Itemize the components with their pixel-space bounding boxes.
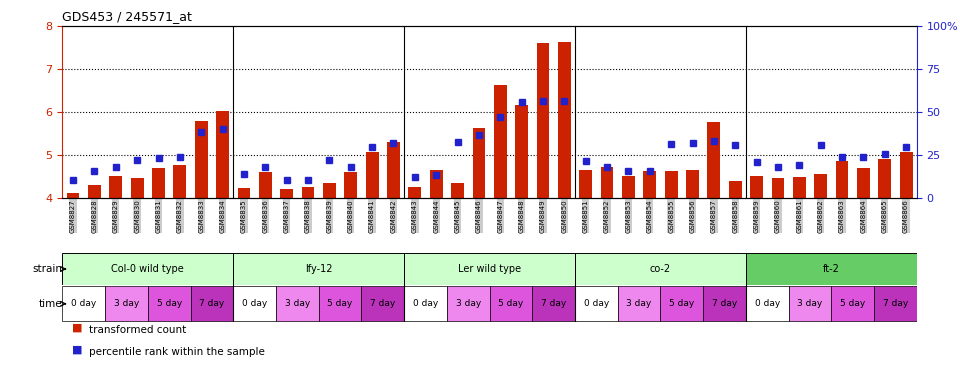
Text: 0 day: 0 day [242,299,267,308]
Bar [472,128,486,198]
Bar [835,161,849,198]
Text: time: time [38,299,62,309]
Bar [686,170,699,198]
Bar [516,105,528,198]
Bar [746,253,917,285]
Bar [558,42,571,198]
Bar [622,176,635,198]
Bar [319,286,362,321]
Bar [404,253,575,285]
Text: percentile rank within the sample: percentile rank within the sample [89,347,265,357]
Bar [174,165,186,198]
Text: Ler wild type: Ler wild type [458,264,521,274]
Bar [366,153,378,198]
Text: 5 day: 5 day [840,299,865,308]
Bar [793,177,805,198]
Text: 0 day: 0 day [584,299,609,308]
Bar [404,286,446,321]
Bar [575,286,618,321]
Bar [900,153,913,198]
Bar [148,286,190,321]
Bar [362,286,404,321]
Bar [643,171,657,198]
Text: 5 day: 5 day [156,299,181,308]
Bar [430,170,443,198]
Bar [451,183,464,198]
Bar [660,286,703,321]
Bar [579,170,592,198]
Text: Col-0 wild type: Col-0 wild type [111,264,184,274]
Bar [493,85,507,198]
Bar [664,171,678,198]
Text: transformed count: transformed count [89,325,186,335]
Bar [62,286,106,321]
Bar [408,187,421,198]
Bar [233,253,404,285]
Bar [575,253,746,285]
Text: co-2: co-2 [650,264,671,274]
Bar [216,111,229,198]
Bar [131,178,144,198]
Bar [772,178,784,198]
Bar [703,286,746,321]
Bar [878,159,891,198]
Text: ■: ■ [72,323,83,333]
Text: 0 day: 0 day [413,299,438,308]
Bar [62,253,233,285]
Bar [729,181,742,198]
Bar [857,168,870,198]
Bar [746,286,789,321]
Text: lfy-12: lfy-12 [305,264,332,274]
Text: GDS453 / 245571_at: GDS453 / 245571_at [62,10,192,23]
Bar [66,193,80,198]
Bar [323,183,336,198]
Text: 3 day: 3 day [798,299,823,308]
Bar [280,189,293,198]
Bar [750,176,763,198]
Text: 5 day: 5 day [498,299,523,308]
Bar [109,176,122,198]
Bar [814,174,828,198]
Text: 7 day: 7 day [200,299,225,308]
Bar [831,286,874,321]
Bar [387,142,400,198]
Text: 0 day: 0 day [71,299,96,308]
Text: ■: ■ [72,345,83,355]
Bar [874,286,917,321]
Bar [537,43,549,198]
Text: ft-2: ft-2 [823,264,840,274]
Text: 5 day: 5 day [327,299,352,308]
Bar [532,286,575,321]
Bar [618,286,660,321]
Bar [106,286,148,321]
Bar [190,286,233,321]
Bar [233,286,276,321]
Bar [237,188,251,198]
Bar [345,172,357,198]
Text: 5 day: 5 day [669,299,694,308]
Text: 3 day: 3 day [627,299,652,308]
Text: 3 day: 3 day [114,299,139,308]
Bar [601,167,613,198]
Bar [276,286,319,321]
Text: 3 day: 3 day [285,299,310,308]
Text: 7 day: 7 day [883,299,908,308]
Bar [446,286,490,321]
Bar [490,286,532,321]
Bar [259,172,272,198]
Text: strain: strain [33,264,62,274]
Text: 7 day: 7 day [541,299,566,308]
Bar [195,121,207,198]
Text: 7 day: 7 day [712,299,737,308]
Bar [708,122,720,198]
Text: 3 day: 3 day [456,299,481,308]
Bar [88,185,101,198]
Text: 0 day: 0 day [755,299,780,308]
Bar [301,187,315,198]
Text: 7 day: 7 day [371,299,396,308]
Bar [152,168,165,198]
Bar [789,286,831,321]
